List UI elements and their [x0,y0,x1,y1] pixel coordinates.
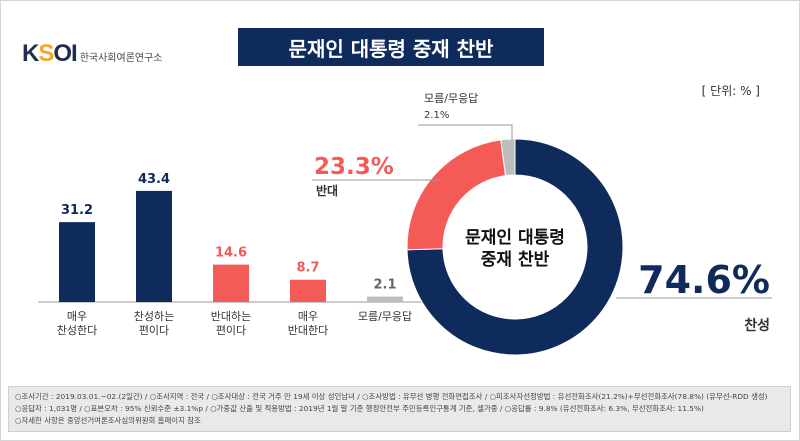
bar-value-label: 43.4 [138,172,170,187]
bar [136,190,172,302]
logo: KSOI 한국사회여론연구소 [22,40,163,68]
donut-slice [500,138,516,177]
page-title: 문재인 대통령 중재 찬반 [238,28,544,66]
bar-value-label: 31.2 [61,203,93,218]
bar-category-label: 반대하는 편이다 [211,309,251,337]
slice-name-label: 모름/무응답 [424,92,478,105]
slice-name-label: 반대 [316,183,338,198]
bar [213,264,249,302]
donut-slice [406,138,624,356]
logo-mark: KSOI [22,40,78,67]
chart-canvas: 31.2 매우 찬성한다 43.4 찬성하는 편이다 14.6 반대하는 편이다 8.7 매우 반대한… [38,92,772,356]
survey-footnote: ○조사기간 : 2019.03.01.~02.(2일간) / ○조사지역 : 전… [8,386,791,432]
bar-category-label: 찬성하는 편이다 [134,309,174,337]
slice-name-label: 찬성 [744,317,770,334]
footnote-line: ○자세한 사항은 중앙선거여론조사심의위원회 홈페이지 참조 [15,416,201,425]
footnote-line: ○응답자 : 1,031명 / ○표본오차 : 95% 신뢰수준 ±3.1%p … [15,404,704,413]
bar-category-label: 매우 반대한다 [288,310,328,337]
bar-category-label: 매우 찬성한다 [57,310,97,337]
bar-value-label: 14.6 [215,246,247,261]
slice-value-label: 74.6% [638,258,770,302]
unit-label: [ 단위: % ] [701,84,760,98]
slice-value-label: 2.1% [424,110,449,121]
donut-center-label: 문재인 대통령 중재 찬반 [465,227,565,270]
logo-text: 한국사회여론연구소 [79,52,163,64]
bar [59,222,95,302]
leader-line [418,124,513,140]
bar-value-label: 2.1 [373,278,396,293]
bar [367,296,403,302]
slice-value-label: 23.3% [314,154,394,180]
bar-category-label: 모름/무응답 [358,310,412,323]
bar-value-label: 8.7 [296,261,319,276]
bar [290,279,326,302]
footnote-line: ○조사기간 : 2019.03.01.~02.(2일간) / ○조사지역 : 전… [15,392,768,401]
